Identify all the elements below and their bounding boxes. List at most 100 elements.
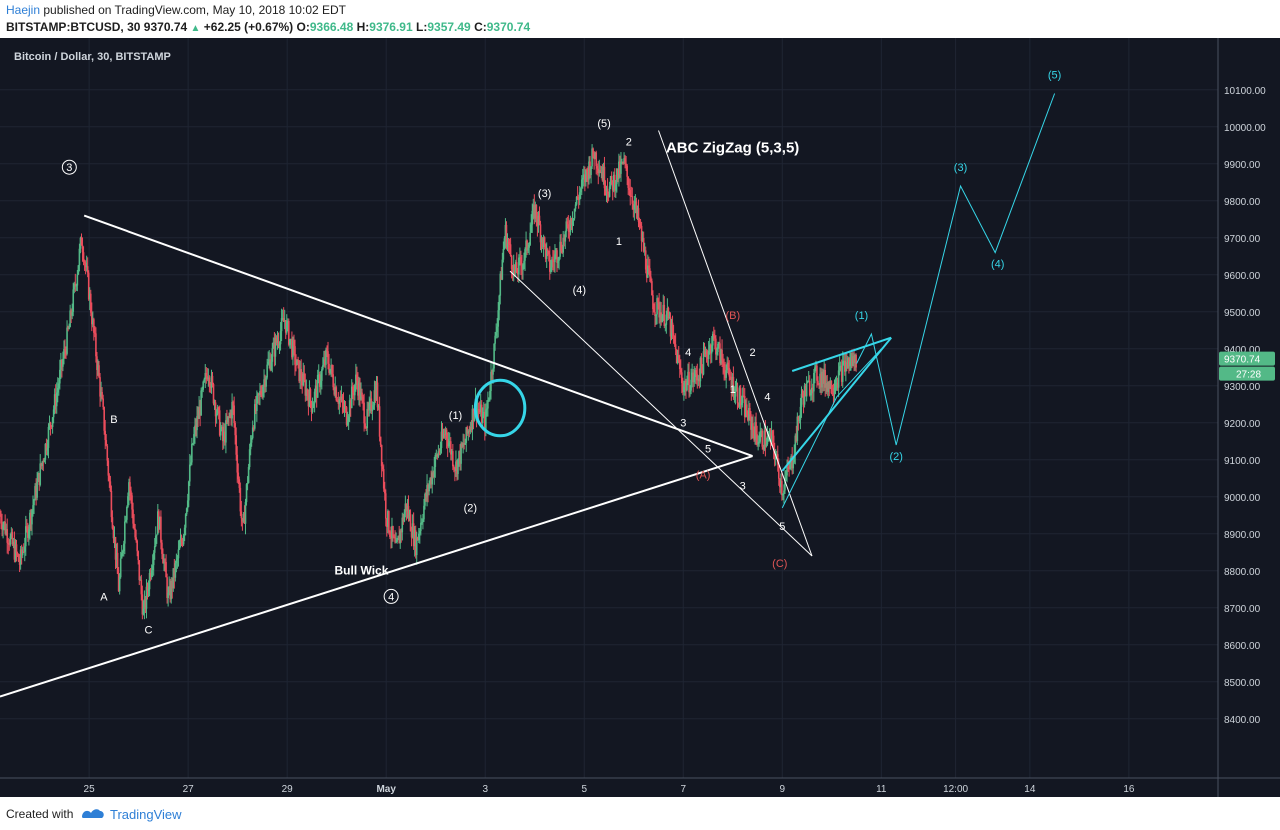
- candle-body: [109, 481, 112, 491]
- candle-body: [338, 398, 341, 404]
- candle-body: [841, 361, 844, 382]
- candle-body: [219, 429, 222, 436]
- overlay-line: [509, 270, 813, 557]
- candle-body: [182, 535, 185, 545]
- candle-body: [19, 549, 22, 565]
- candle-body: [249, 442, 252, 450]
- candle-body: [466, 427, 469, 434]
- candle-body: [641, 238, 644, 242]
- candle-body: [339, 398, 342, 400]
- candle-body: [128, 482, 130, 497]
- candle-body: [243, 514, 246, 524]
- candle-body: [643, 250, 646, 252]
- candle-body: [485, 409, 487, 431]
- candle-body: [312, 403, 315, 408]
- candle-body: [812, 387, 814, 392]
- candle-body: [261, 394, 263, 397]
- candle-body: [847, 357, 849, 368]
- candle-body: [179, 539, 182, 547]
- time-tick-label: 16: [1123, 784, 1135, 795]
- price-axis[interactable]: 8400.00 8500.00 8600.00 8700.00 8800.00 8900.…: [1224, 86, 1266, 726]
- candle-body: [131, 495, 133, 510]
- candle-body: [378, 406, 381, 437]
- candle-body: [597, 168, 600, 174]
- candle-body: [459, 451, 461, 464]
- candle-body: [301, 380, 304, 386]
- price-tick-label: 10000.00: [1224, 123, 1266, 134]
- open-label: O:: [296, 20, 310, 34]
- last-price-tag: 9370.74 27:28: [1219, 351, 1275, 381]
- candle-body: [835, 382, 838, 388]
- candle-body: [520, 257, 522, 265]
- candle-body: [809, 393, 812, 396]
- candle-body: [849, 361, 851, 367]
- candle-body: [851, 357, 853, 366]
- candle-body: [15, 544, 18, 554]
- candle-body: [230, 412, 232, 419]
- price-tick-label: 10100.00: [1224, 86, 1266, 97]
- candle-body: [39, 463, 42, 485]
- candle-body: [388, 511, 390, 533]
- candle-body: [548, 254, 551, 272]
- candle-body: [592, 148, 594, 157]
- candle-body: [734, 388, 737, 397]
- candle-body: [740, 402, 743, 405]
- candle-body: [499, 273, 502, 296]
- candle-body: [357, 380, 359, 396]
- candle-body: [541, 238, 544, 247]
- candle-body: [739, 388, 742, 405]
- candle-body: [302, 373, 305, 386]
- price-chart[interactable]: 3BAC4(1)(2)(3)(4)(5)21435(A)(B)21435(C)(…: [0, 38, 1280, 797]
- candle-body: [714, 335, 716, 339]
- candle-body: [580, 179, 583, 189]
- candle-body: [561, 250, 563, 253]
- candle-body: [852, 356, 854, 366]
- candle-body: [464, 442, 467, 445]
- candle-body: [238, 479, 241, 488]
- time-axis[interactable]: 25 27 29 May 3 5 7 9 11 12:00 14 16: [0, 777, 1280, 795]
- candle-body: [411, 523, 414, 538]
- candle-body: [242, 514, 245, 522]
- candle-body: [43, 459, 46, 463]
- candle-body: [169, 586, 171, 600]
- candle-body: [167, 592, 169, 598]
- candle-body: [705, 351, 708, 357]
- candle-body: [594, 152, 596, 160]
- candle-body: [248, 449, 251, 468]
- tradingview-brand-link[interactable]: TradingView: [110, 807, 182, 822]
- candle-body: [646, 265, 649, 278]
- candle-body: [656, 298, 658, 315]
- candle-body: [503, 238, 506, 249]
- candlestick-series: [0, 144, 857, 620]
- candle-body: [141, 594, 144, 615]
- candle-body: [853, 356, 855, 363]
- candle-body: [836, 382, 839, 388]
- candle-body: [685, 380, 687, 391]
- candle-body: [634, 201, 637, 205]
- candle-body: [85, 266, 88, 268]
- candle-body: [750, 414, 752, 430]
- candle-body: [210, 375, 213, 389]
- candle-body: [802, 395, 805, 405]
- overlay-line: [856, 93, 1056, 446]
- candle-body: [627, 176, 629, 189]
- candle-body: [416, 537, 419, 541]
- candle-body: [56, 387, 59, 393]
- candle-body: [655, 314, 657, 317]
- candle-body: [323, 359, 325, 366]
- overlay-circle: [473, 378, 527, 438]
- candle-body: [839, 365, 842, 367]
- candle-body: [504, 225, 507, 239]
- wave-label: 3: [66, 162, 72, 174]
- candle-body: [9, 536, 12, 545]
- overlay-line: [83, 214, 753, 458]
- candle-body: [527, 247, 529, 251]
- drawing-overlays: [0, 93, 1056, 698]
- tradingview-logo-icon[interactable]: [80, 805, 106, 821]
- author-link[interactable]: Haejin: [6, 3, 41, 17]
- candle-body: [269, 359, 272, 370]
- candle-body: [99, 377, 101, 397]
- candle-body: [822, 371, 824, 384]
- candle-body: [629, 190, 632, 196]
- candle-body: [453, 466, 455, 469]
